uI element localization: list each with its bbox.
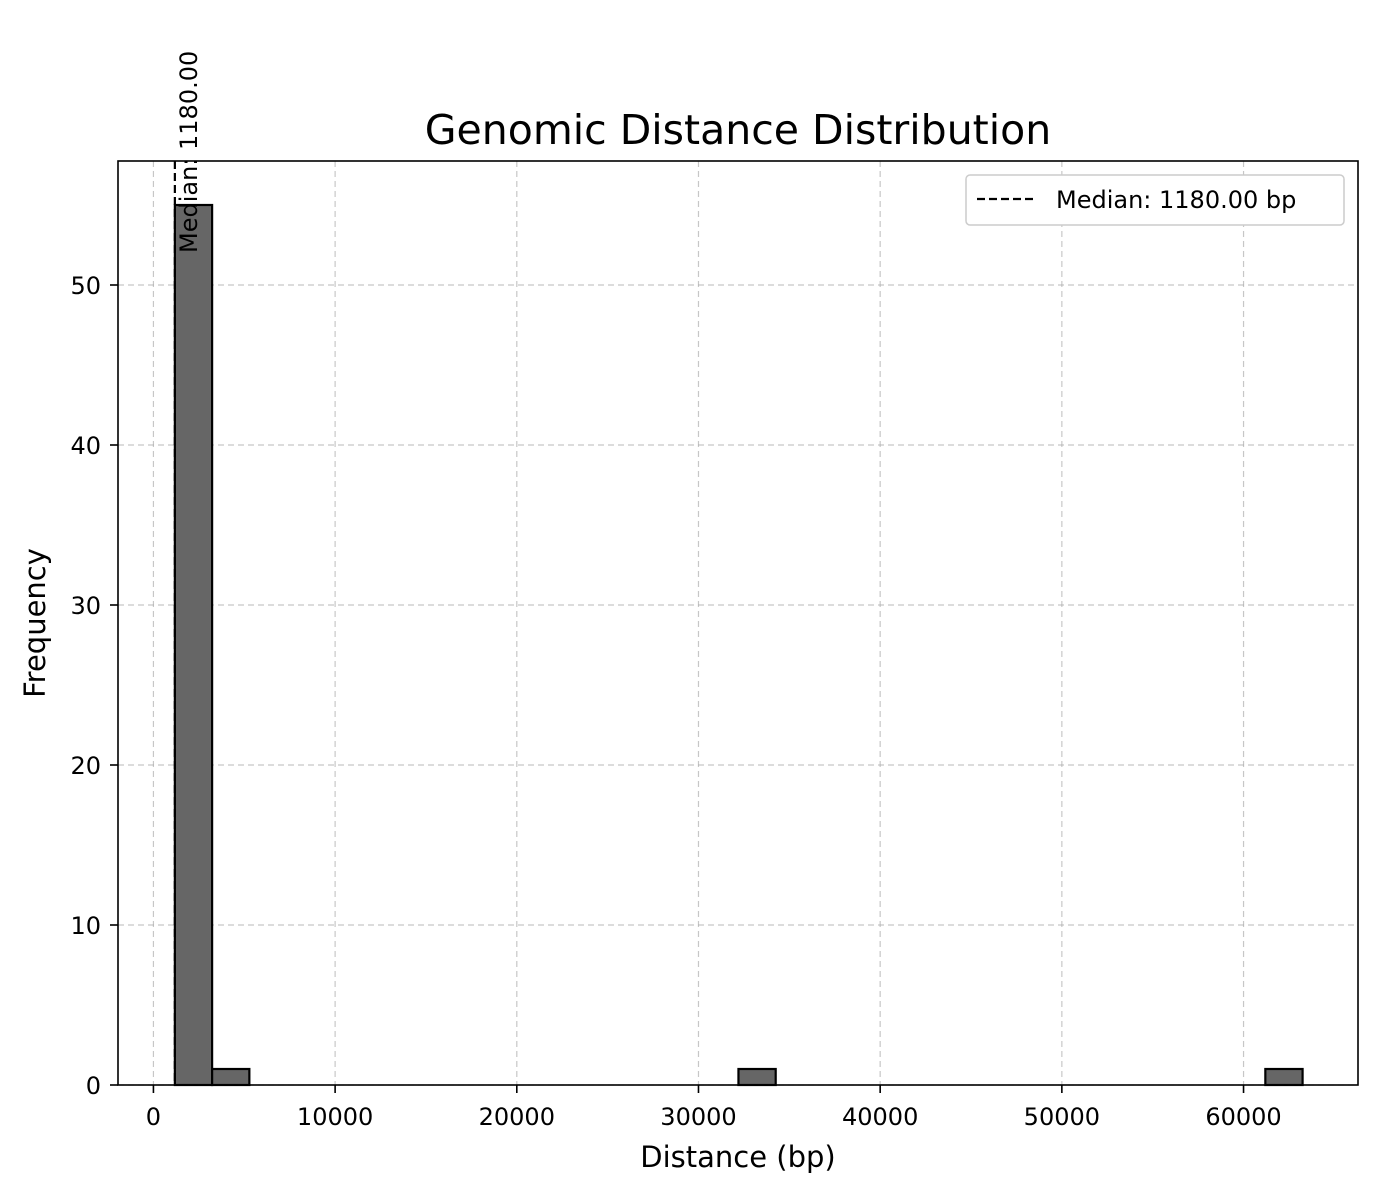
plot-frame bbox=[117, 160, 1359, 1086]
histogram-bar bbox=[211, 1067, 251, 1087]
median-annotation: Median: 1180.00 bbox=[175, 51, 203, 253]
x-axis-ticks: 0 10000 20000 30000 40000 50000 60000 bbox=[146, 1085, 1282, 1131]
legend-entry-median: Median: 1180.00 bp bbox=[1056, 186, 1296, 214]
y-tick-label: 10 bbox=[70, 912, 101, 940]
x-tick-label: 40000 bbox=[842, 1103, 918, 1131]
y-axis-ticks: 0 10 20 30 40 50 bbox=[70, 272, 118, 1100]
x-tick-label: 10000 bbox=[297, 1103, 373, 1131]
histogram-bar bbox=[173, 203, 214, 1087]
x-axis-label: Distance (bp) bbox=[640, 1140, 835, 1174]
y-tick-label: 0 bbox=[86, 1072, 101, 1100]
chart-title: Genomic Distance Distribution bbox=[425, 106, 1051, 154]
histogram-bars bbox=[173, 203, 1304, 1087]
histogram-bar bbox=[737, 1067, 777, 1087]
legend-box bbox=[965, 174, 1345, 226]
x-tick-label: 0 bbox=[146, 1103, 161, 1131]
x-tick-label: 60000 bbox=[1205, 1103, 1281, 1131]
x-tick-label: 30000 bbox=[660, 1103, 736, 1131]
y-tick-label: 50 bbox=[70, 272, 101, 300]
median-marker: Median: 1180.00 bbox=[173, 51, 203, 1085]
legend: Median: 1180.00 bp bbox=[965, 174, 1345, 226]
x-tick-label: 20000 bbox=[479, 1103, 555, 1131]
y-tick-label: 30 bbox=[70, 592, 101, 620]
x-tick-label: 50000 bbox=[1024, 1103, 1100, 1131]
histogram-bar bbox=[1264, 1067, 1304, 1087]
y-tick-label: 40 bbox=[70, 432, 101, 460]
y-tick-label: 20 bbox=[70, 752, 101, 780]
y-axis-label: Frequency bbox=[18, 548, 52, 698]
